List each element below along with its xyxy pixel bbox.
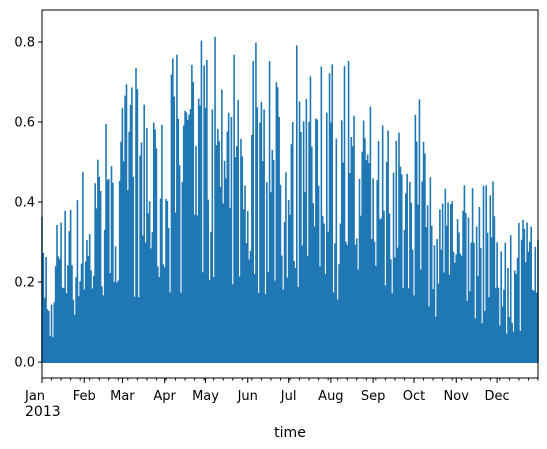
x-tick-label: Jul (280, 389, 297, 404)
x-tick-label: Aug (318, 389, 343, 404)
y-tick-label: 0.0 (14, 356, 35, 371)
x-axis: Jan Feb Mar Apr May Jun Jul Aug Sep Oct Nov Dec (24, 378, 539, 404)
x-tick-label: Dec (485, 389, 510, 404)
y-tick-label: 0.6 (14, 116, 35, 131)
x-axis-year-label: 2013 (25, 404, 61, 420)
x-tick-label: Jun (237, 389, 258, 404)
series-layer (41, 36, 539, 363)
series-baseline (42, 357, 538, 363)
series-line (41, 36, 539, 362)
x-tick-label: Jan (24, 389, 45, 404)
x-tick-label: Nov (444, 389, 470, 404)
x-axis-label: time (274, 425, 306, 441)
x-tick-label: Mar (110, 389, 135, 404)
x-tick-label: May (192, 389, 219, 404)
y-tick-label: 0.2 (14, 276, 35, 291)
x-tick-label: Oct (403, 389, 425, 404)
plot-area (41, 9, 539, 379)
x-tick-label: Sep (361, 389, 386, 404)
y-tick-label: 0.4 (14, 196, 35, 211)
x-tick-label: Feb (73, 389, 96, 404)
y-tick-label: 0.8 (14, 36, 35, 51)
y-axis: 0.0 0.2 0.4 0.6 0.8 (14, 36, 42, 371)
x-tick-label: Apr (153, 389, 176, 404)
